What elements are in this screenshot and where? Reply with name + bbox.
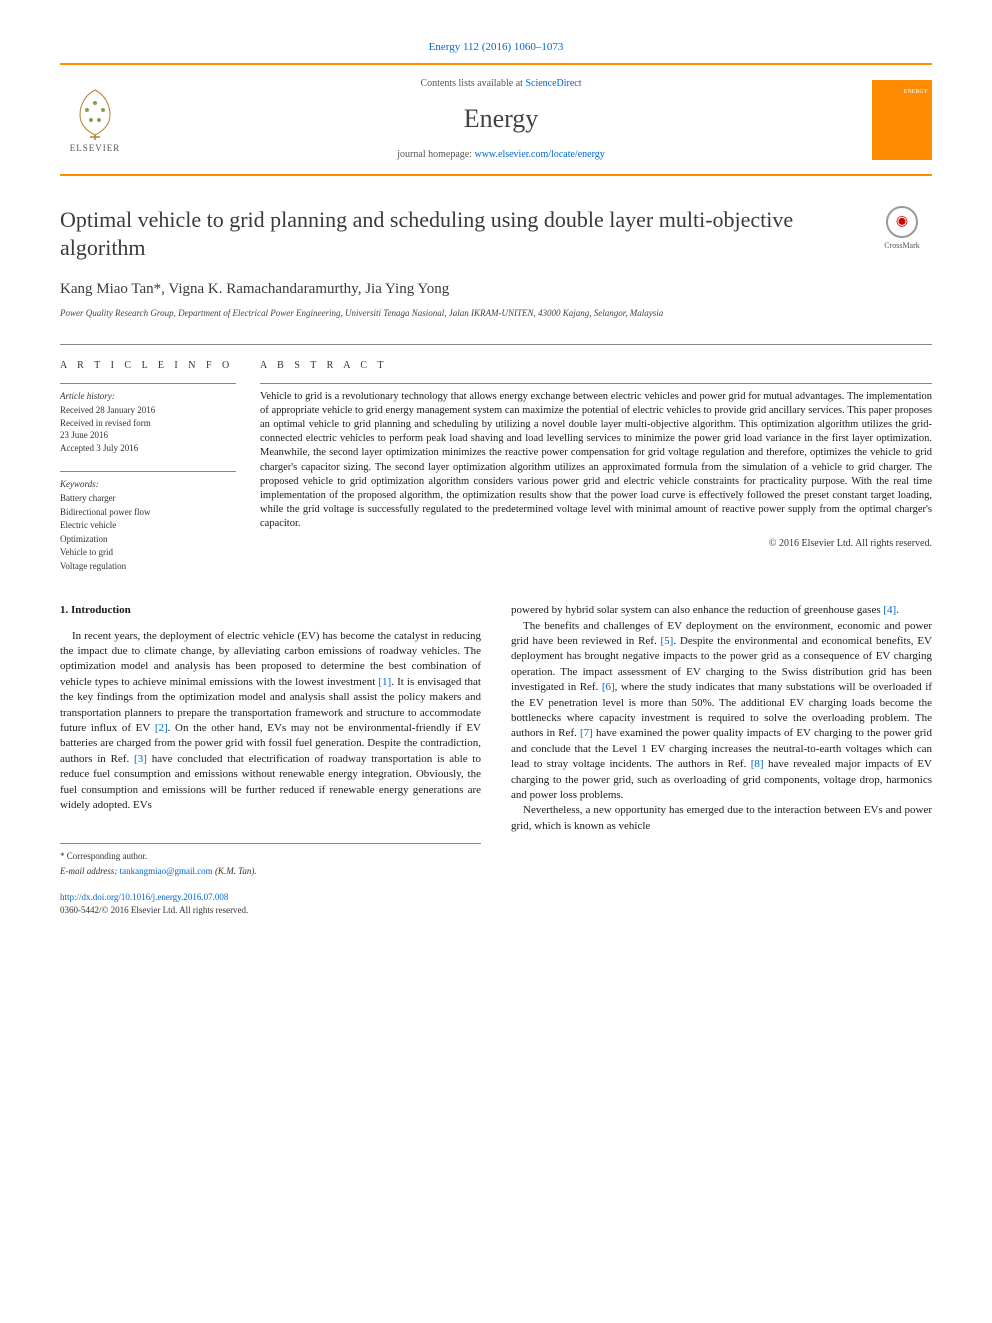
keyword-item: Vehicle to grid [60,546,236,560]
crossmark-glyph: ◉ [896,212,908,232]
abstract-copyright: © 2016 Elsevier Ltd. All rights reserved… [260,537,932,551]
abstract-column: A B S T R A C T Vehicle to grid is a rev… [260,359,932,574]
reference-link[interactable]: [2] [155,722,168,734]
keyword-item: Voltage regulation [60,560,236,574]
cover-label: ENERGY [876,88,928,96]
footer-block: * Corresponding author. E-mail address: … [60,843,481,877]
history-item: Received 28 January 2016 [60,404,236,417]
reference-link[interactable]: [6] [602,681,615,693]
crossmark-icon: ◉ [886,206,918,238]
publisher-name: ELSEVIER [70,142,121,155]
email-suffix: (K.M. Tan). [213,866,257,876]
keywords-label: Keywords: [60,478,236,491]
email-link[interactable]: tankangmiao@gmail.com [120,866,213,876]
journal-name: Energy [150,101,852,137]
elsevier-tree-icon [65,85,125,140]
sciencedirect-link[interactable]: ScienceDirect [525,78,581,89]
contents-available-line: Contents lists available at ScienceDirec… [150,77,852,91]
authors-line: Kang Miao Tan*, Vigna K. Ramachandaramur… [60,279,932,300]
crossmark-badge[interactable]: ◉ CrossMark [872,206,932,251]
keyword-item: Electric vehicle [60,519,236,533]
body-column-right: powered by hybrid solar system can also … [511,603,932,877]
corresponding-author: * Corresponding author. [60,850,481,863]
affiliation: Power Quality Research Group, Department… [60,308,932,320]
body-paragraph: In recent years, the deployment of elect… [60,629,481,814]
keywords-block: Keywords: Battery charger Bidirectional … [60,471,236,574]
elsevier-logo: ELSEVIER [60,80,130,160]
abstract-text: Vehicle to grid is a revolutionary techn… [260,383,932,532]
body-text: powered by hybrid solar system can also … [511,604,883,616]
keyword-item: Battery charger [60,492,236,506]
section-heading-intro: 1. Introduction [60,603,481,618]
body-columns: 1. Introduction In recent years, the dep… [60,603,932,877]
crossmark-label: CrossMark [884,240,920,251]
reference-link[interactable]: [3] [134,753,147,765]
body-paragraph: Nevertheless, a new opportunity has emer… [511,803,932,834]
article-info-heading: A R T I C L E I N F O [60,359,236,373]
reference-link[interactable]: [7] [580,727,593,739]
email-label: E-mail address: [60,866,120,876]
reference-link[interactable]: [4] [883,604,896,616]
email-line: E-mail address: tankangmiao@gmail.com (K… [60,865,481,878]
page-container: Energy 112 (2016) 1060–1073 ELSEVIER Con… [0,0,992,957]
homepage-prefix: journal homepage: [397,149,474,160]
article-info-column: A R T I C L E I N F O Article history: R… [60,359,260,574]
contents-prefix: Contents lists available at [420,78,525,89]
reference-link[interactable]: [5] [661,635,674,647]
history-item: 23 June 2016 [60,429,236,442]
homepage-line: journal homepage: www.elsevier.com/locat… [150,148,852,162]
journal-cover-thumbnail: ENERGY [872,80,932,160]
reference-link[interactable]: [8] [751,758,764,770]
journal-header-box: ELSEVIER Contents lists available at Sci… [60,63,932,175]
homepage-link[interactable]: www.elsevier.com/locate/energy [474,149,604,160]
body-text: . [896,604,899,616]
doi-block: http://dx.doi.org/10.1016/j.energy.2016.… [60,891,932,916]
body-paragraph: powered by hybrid solar system can also … [511,603,932,618]
title-row: Optimal vehicle to grid planning and sch… [60,206,932,263]
abstract-heading: A B S T R A C T [260,359,932,373]
header-center: Contents lists available at ScienceDirec… [150,77,852,161]
reference-link[interactable]: [1] [378,676,391,688]
history-item: Received in revised form [60,417,236,430]
keyword-item: Optimization [60,533,236,547]
history-item: Accepted 3 July 2016 [60,442,236,455]
issn-copyright-line: 0360-5442/© 2016 Elsevier Ltd. All right… [60,904,932,917]
header-citation: Energy 112 (2016) 1060–1073 [60,40,932,55]
body-paragraph: The benefits and challenges of EV deploy… [511,619,932,804]
body-column-left: 1. Introduction In recent years, the dep… [60,603,481,877]
article-title: Optimal vehicle to grid planning and sch… [60,206,872,263]
article-history-block: Article history: Received 28 January 201… [60,383,236,455]
info-abstract-row: A R T I C L E I N F O Article history: R… [60,344,932,574]
keyword-item: Bidirectional power flow [60,506,236,520]
history-label: Article history: [60,390,236,403]
doi-link[interactable]: http://dx.doi.org/10.1016/j.energy.2016.… [60,892,228,902]
